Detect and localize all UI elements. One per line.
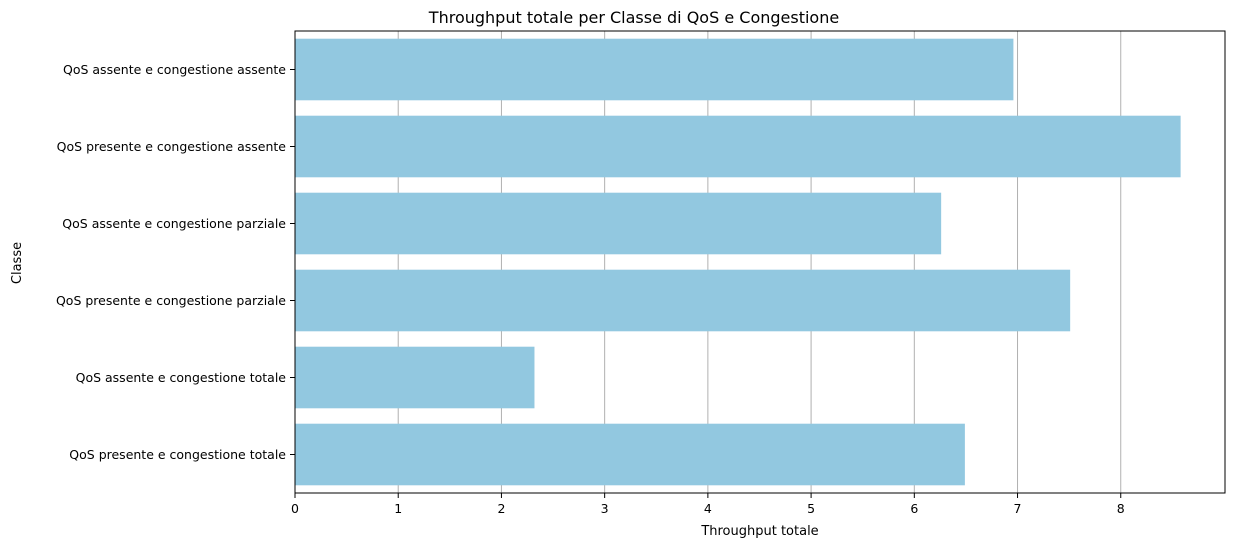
x-tick-label-8: 8 xyxy=(1117,501,1125,516)
y-tick-label-4: QoS assente e congestione totale xyxy=(76,370,287,385)
y-tick-label-5: QoS presente e congestione totale xyxy=(69,447,286,462)
bars xyxy=(295,38,1181,486)
x-tick-label-7: 7 xyxy=(1014,501,1022,516)
x-tick-label-4: 4 xyxy=(704,501,712,516)
chart-title: Throughput totale per Classe di QoS e Co… xyxy=(428,8,839,27)
y-axis-ticks: QoS assente e congestione assente QoS pre… xyxy=(56,62,295,462)
x-tick-label-1: 1 xyxy=(394,501,402,516)
x-tick-label-6: 6 xyxy=(910,501,918,516)
y-tick-label-2: QoS assente e congestione parziale xyxy=(62,216,286,231)
bar-1 xyxy=(295,115,1181,178)
x-tick-label-2: 2 xyxy=(497,501,505,516)
y-tick-label-1: QoS presente e congestione assente xyxy=(57,139,287,154)
grid-lines xyxy=(294,31,1122,493)
x-axis-label: Throughput totale xyxy=(700,524,818,539)
bar-3 xyxy=(295,269,1071,332)
bar-2 xyxy=(295,192,942,255)
bar-5 xyxy=(295,423,965,486)
y-tick-label-0: QoS assente e congestione assente xyxy=(63,62,286,77)
bar-4 xyxy=(295,346,535,409)
plot-frame xyxy=(294,30,1226,494)
x-tick-label-3: 3 xyxy=(601,501,609,516)
y-axis-label: Classe xyxy=(10,242,25,284)
x-axis-ticks: 0 1 2 3 4 5 6 7 8 xyxy=(291,493,1125,516)
plot-border xyxy=(294,30,1226,494)
bar-0 xyxy=(295,38,1014,101)
x-tick-label-0: 0 xyxy=(291,501,299,516)
y-tick-label-3: QoS presente e congestione parziale xyxy=(56,293,286,308)
x-tick-label-5: 5 xyxy=(807,501,815,516)
